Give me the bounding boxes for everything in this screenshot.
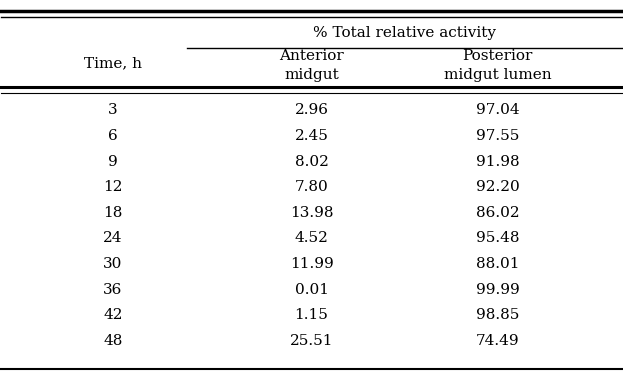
Text: 86.02: 86.02 (476, 206, 520, 220)
Text: 88.01: 88.01 (476, 257, 520, 271)
Text: 2.96: 2.96 (295, 103, 328, 117)
Text: Time, h: Time, h (84, 56, 142, 70)
Text: 42: 42 (103, 308, 123, 322)
Text: 36: 36 (103, 283, 123, 297)
Text: % Total relative activity: % Total relative activity (313, 27, 496, 41)
Text: Posterior
midgut lumen: Posterior midgut lumen (444, 49, 551, 81)
Text: Anterior
midgut: Anterior midgut (279, 49, 344, 81)
Text: 95.48: 95.48 (476, 232, 520, 246)
Text: 30: 30 (103, 257, 123, 271)
Text: 91.98: 91.98 (476, 155, 520, 169)
Text: 18: 18 (103, 206, 123, 220)
Text: 48: 48 (103, 334, 123, 348)
Text: 97.04: 97.04 (476, 103, 520, 117)
Text: 8.02: 8.02 (295, 155, 328, 169)
Text: 97.55: 97.55 (476, 129, 519, 143)
Text: 6: 6 (108, 129, 118, 143)
Text: 2.45: 2.45 (295, 129, 328, 143)
Text: 12: 12 (103, 180, 123, 194)
Text: 74.49: 74.49 (476, 334, 520, 348)
Text: 98.85: 98.85 (476, 308, 519, 322)
Text: 13.98: 13.98 (290, 206, 333, 220)
Text: 3: 3 (108, 103, 118, 117)
Text: 7.80: 7.80 (295, 180, 328, 194)
Text: 9: 9 (108, 155, 118, 169)
Text: 99.99: 99.99 (476, 283, 520, 297)
Text: 25.51: 25.51 (290, 334, 333, 348)
Text: 1.15: 1.15 (295, 308, 328, 322)
Text: 0.01: 0.01 (295, 283, 328, 297)
Text: 24: 24 (103, 232, 123, 246)
Text: 4.52: 4.52 (295, 232, 328, 246)
Text: 92.20: 92.20 (476, 180, 520, 194)
Text: 11.99: 11.99 (290, 257, 333, 271)
